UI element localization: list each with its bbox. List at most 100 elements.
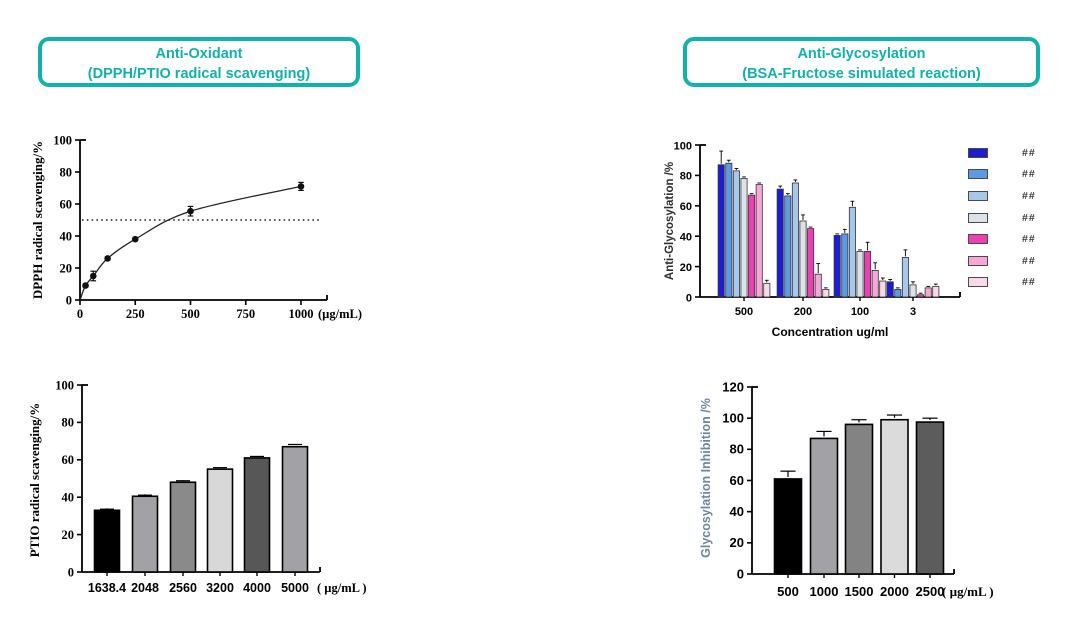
bar [886, 281, 894, 298]
bar [809, 437, 839, 575]
legend-swatch [968, 234, 988, 245]
bar [879, 280, 887, 298]
bar [717, 164, 725, 298]
bar [864, 251, 872, 298]
svg-text:60: 60 [62, 453, 75, 467]
legend-item: ## [968, 142, 1072, 164]
bar [791, 182, 799, 298]
bar [924, 287, 932, 298]
ptio-bar-chart: 0 20 40 60 80 100 1638.4 2048 2560 3200 4000 5000 ( … [25, 368, 400, 620]
header-anti-oxidant-line1: Anti-Oxidant [155, 46, 243, 62]
bar [833, 235, 841, 298]
svg-text:20: 20 [60, 261, 73, 275]
svg-text:1000: 1000 [810, 584, 839, 599]
bar [206, 468, 234, 573]
svg-text:80: 80 [62, 416, 75, 430]
svg-text:2560: 2560 [169, 581, 197, 595]
legend-item: ## [968, 185, 1072, 207]
bar [784, 195, 792, 298]
svg-text:40: 40 [60, 229, 73, 243]
svg-text:750: 750 [236, 307, 255, 321]
fit-curve [79, 185, 302, 301]
bar [932, 285, 940, 298]
anti-glycosylation-legend: ## ## ## ## ## ## ## [968, 142, 1072, 293]
bar [169, 481, 197, 573]
svg-text:Concentration ug/ml: Concentration ug/ml [772, 325, 889, 339]
svg-text:80: 80 [680, 171, 692, 183]
header-anti-glycosylation-line1: Anti-Glycosylation [797, 46, 926, 62]
legend-label: ## [1022, 233, 1036, 246]
svg-text:20: 20 [62, 528, 75, 542]
legend-item: ## [968, 250, 1072, 272]
bar [814, 273, 822, 298]
svg-text:60: 60 [730, 473, 744, 488]
svg-text:100: 100 [53, 133, 72, 147]
legend-swatch [968, 190, 988, 201]
ptio-svg: 0 20 40 60 80 100 1638.4 2048 2560 3200 4000 5000 ( … [27, 378, 367, 595]
bar [871, 269, 879, 298]
svg-text:100: 100 [55, 378, 74, 392]
legend-swatch [968, 169, 988, 180]
svg-text:250: 250 [126, 307, 145, 321]
bars [773, 414, 945, 575]
bar [748, 194, 756, 298]
svg-text:60: 60 [60, 197, 73, 211]
legend-label: ## [1022, 254, 1036, 267]
legend-swatch [968, 277, 988, 288]
svg-text:100: 100 [722, 410, 744, 425]
bar [880, 418, 909, 575]
bar [243, 457, 271, 573]
svg-text:1500: 1500 [845, 584, 874, 599]
data-points [82, 181, 305, 289]
svg-text:80: 80 [60, 165, 73, 179]
legend-label: ## [1022, 168, 1036, 181]
svg-text:2000: 2000 [880, 584, 909, 599]
bar [131, 495, 159, 573]
svg-text:( µg/mL ): ( µg/mL ) [942, 584, 994, 599]
legend-label: ## [1022, 146, 1036, 159]
bar [755, 184, 763, 298]
legend-item: ## [968, 272, 1072, 294]
svg-text:0: 0 [66, 293, 72, 307]
bar [822, 288, 830, 298]
svg-text:20: 20 [680, 262, 692, 274]
header-anti-oxidant-line2: (DPPH/PTIO radical scavenging) [87, 66, 311, 82]
svg-text:20: 20 [730, 535, 744, 550]
header-anti-glycosylation-line2: (BSA-Fructose simulated reaction) [742, 66, 981, 82]
svg-text:2500: 2500 [916, 584, 945, 599]
bar [917, 294, 925, 298]
svg-text:80: 80 [730, 442, 744, 457]
bar [776, 188, 784, 298]
anti-glycosylation-grouped-bar-chart: 0 20 40 60 80 100 500 200 100 3 Concentration ug/m… [660, 126, 990, 361]
bar [281, 445, 309, 573]
svg-text:0: 0 [77, 307, 83, 321]
bar [848, 206, 856, 298]
grouped-bars [717, 150, 940, 298]
header-anti-glycosylation: Anti-Glycosylation (BSA-Fructose simulat… [683, 37, 1040, 87]
bar [909, 284, 917, 298]
svg-text:Anti-Glycosylation /%: Anti-Glycosylation /% [664, 162, 676, 280]
bar [725, 162, 733, 298]
svg-text:500: 500 [181, 307, 200, 321]
svg-text:1638.4: 1638.4 [88, 581, 126, 595]
svg-text:100: 100 [674, 140, 692, 152]
bar [844, 423, 874, 575]
legend-swatch [968, 255, 988, 266]
bar [732, 170, 740, 298]
legend-label: ## [1022, 276, 1036, 289]
bar [901, 257, 909, 298]
legend-swatch [968, 212, 988, 223]
legend-label: ## [1022, 211, 1036, 224]
svg-text:500: 500 [777, 584, 799, 599]
svg-text:3: 3 [910, 306, 916, 318]
svg-text:40: 40 [730, 504, 744, 519]
svg-text:3200: 3200 [206, 581, 234, 595]
svg-text:40: 40 [62, 491, 75, 505]
svg-text:5000: 5000 [281, 581, 309, 595]
svg-text:60: 60 [680, 201, 692, 213]
bar [807, 228, 815, 298]
bar [856, 251, 864, 298]
svg-text:500: 500 [735, 306, 753, 318]
